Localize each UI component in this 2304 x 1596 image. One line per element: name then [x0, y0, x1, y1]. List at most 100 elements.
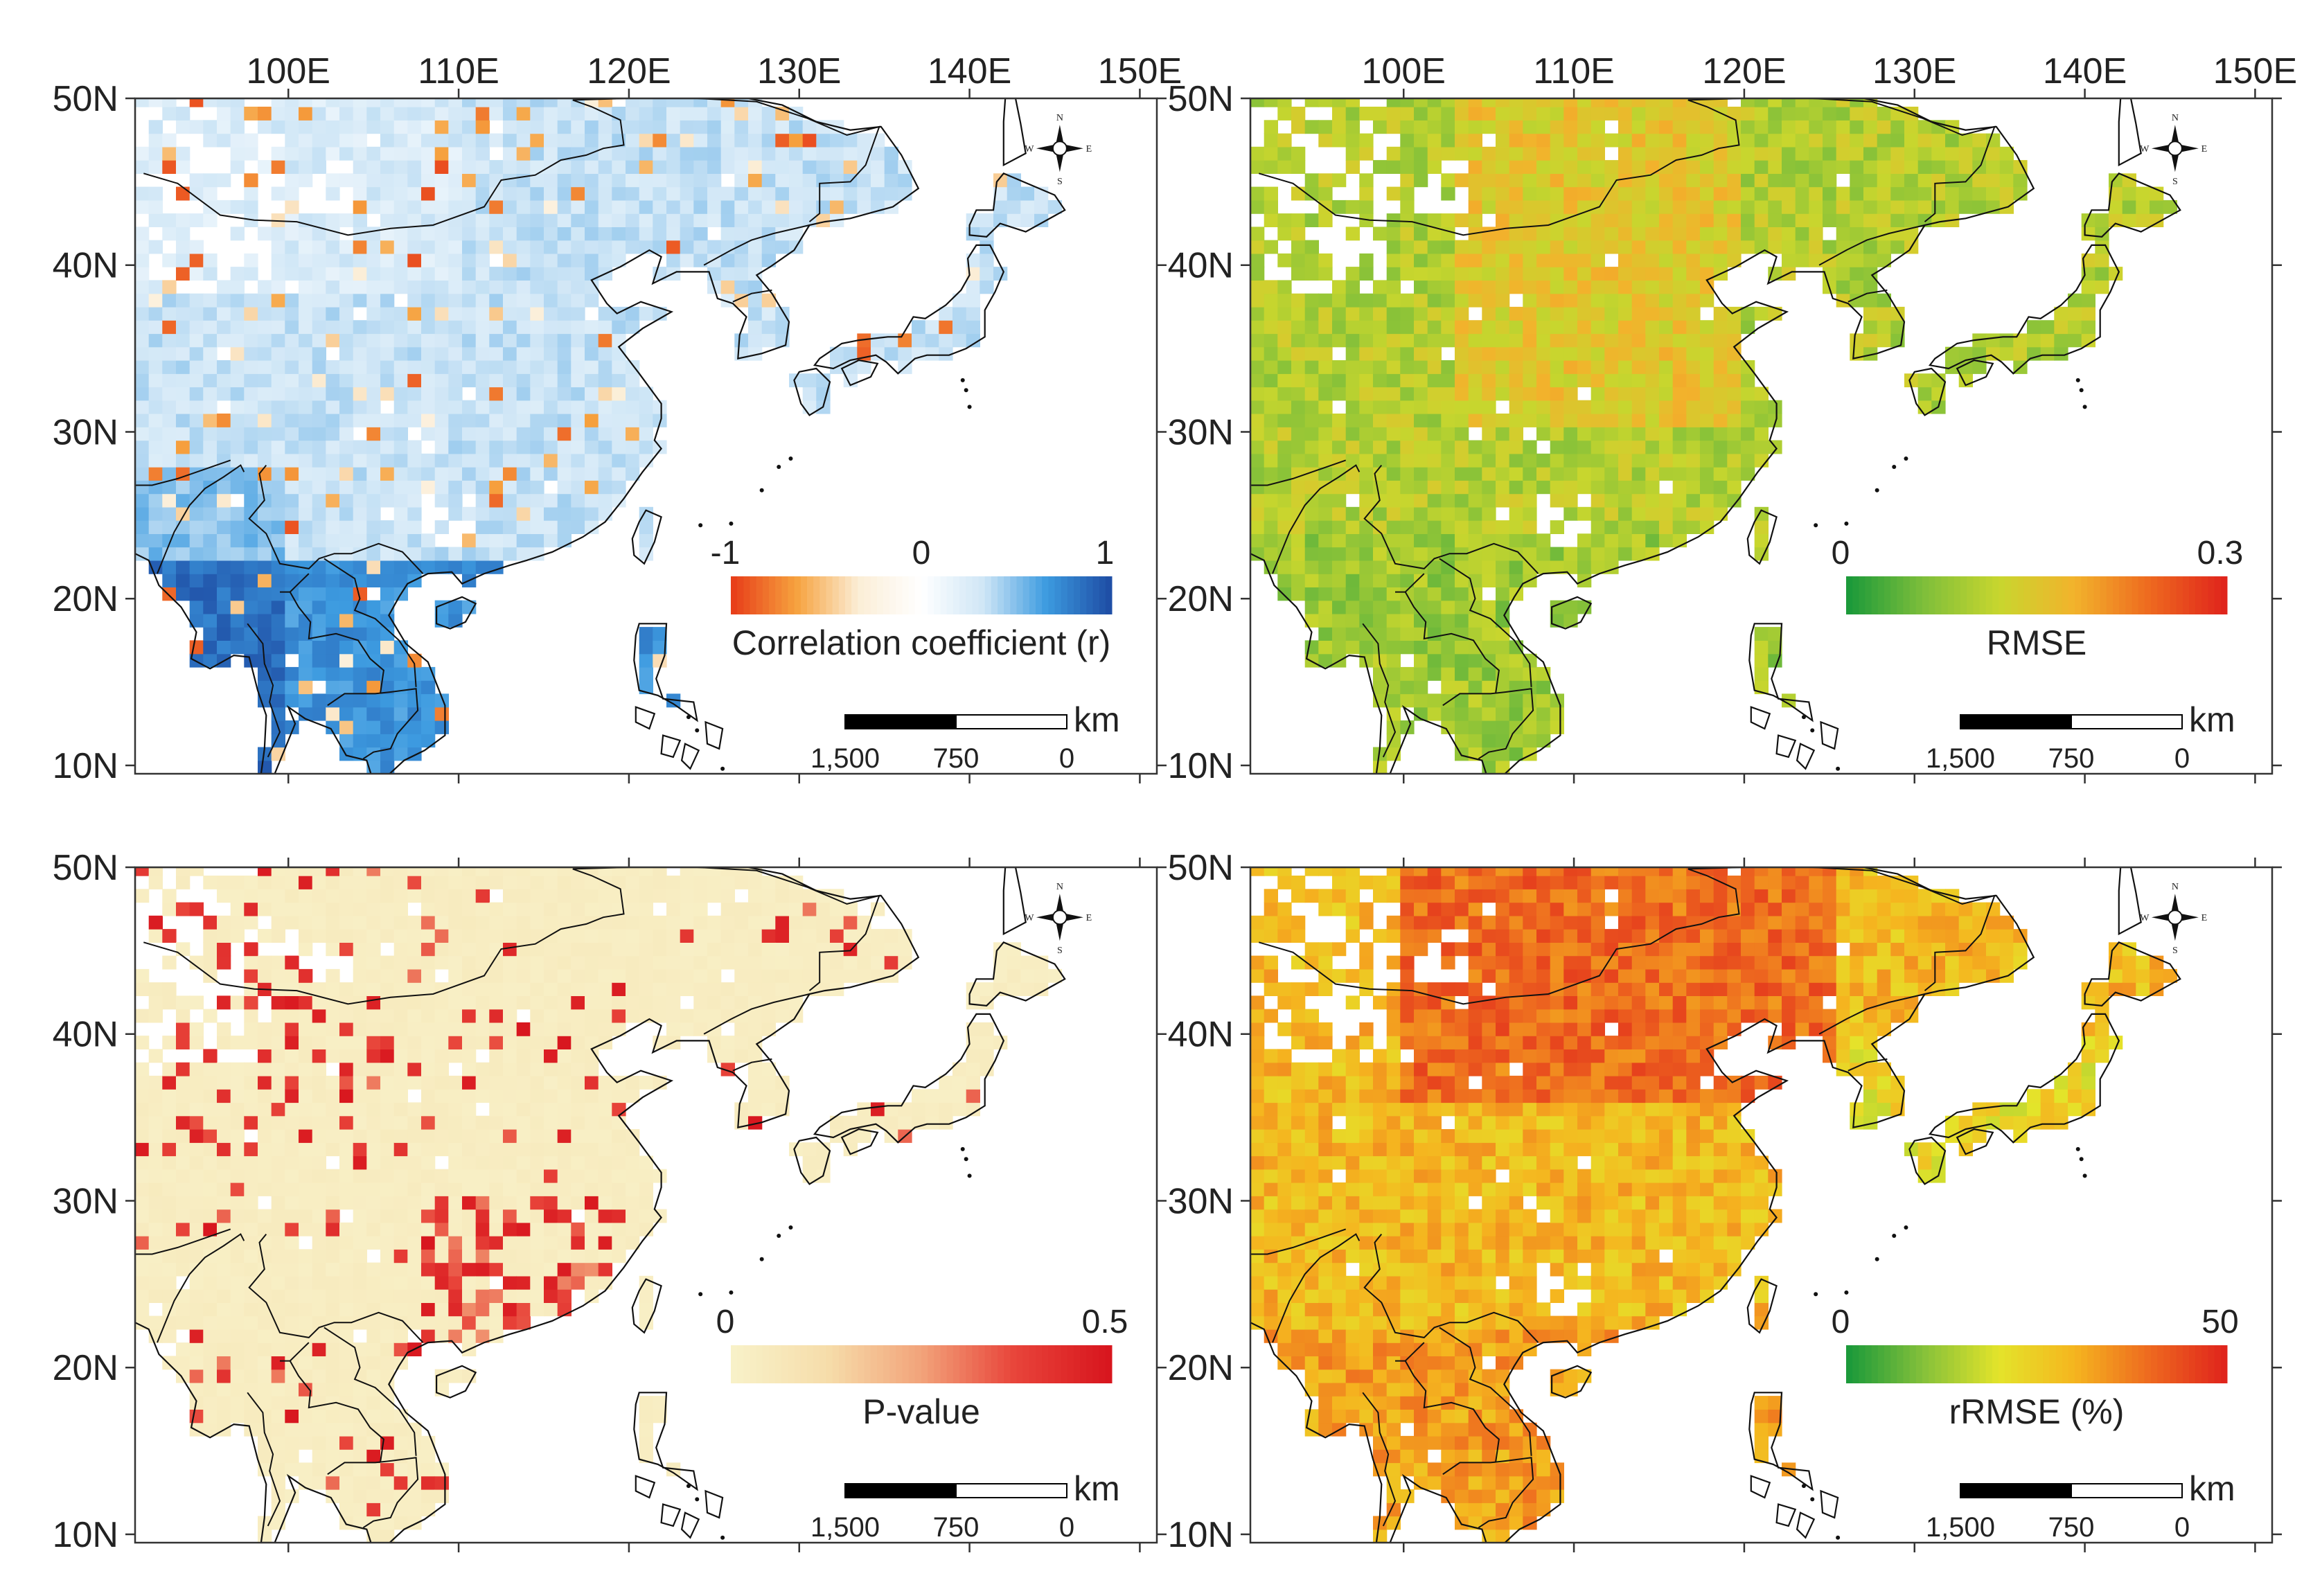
grid-cell: [1373, 387, 1388, 401]
grid-cell: [503, 1155, 517, 1170]
grid-cell: [571, 995, 585, 1010]
grid-cell: [1400, 227, 1415, 241]
grid-cell: [503, 467, 517, 481]
grid-cell: [271, 1209, 285, 1223]
grid-cell: [1523, 693, 1537, 708]
grid-cell: [1291, 440, 1306, 454]
grid-cell: [612, 107, 626, 121]
grid-cell: [1427, 693, 1442, 708]
grid-cell: [312, 1462, 326, 1477]
grid-cell: [585, 467, 599, 481]
grid-cell: [1863, 133, 1878, 148]
grid-cell: [1441, 587, 1455, 601]
grid-cell: [1890, 120, 1905, 134]
grid-cell: [462, 1222, 477, 1236]
grid-cell: [421, 693, 436, 708]
grid-cell: [666, 173, 681, 188]
grid-cell: [176, 1222, 190, 1236]
grid-cell: [1386, 440, 1401, 454]
grid-cell: [503, 1222, 517, 1236]
grid-cell: [462, 902, 477, 916]
grid-cell: [189, 427, 204, 441]
grid-cell: [380, 574, 395, 587]
grid-cell: [421, 333, 436, 348]
grid-cell: [407, 1182, 422, 1196]
grid-cell: [1618, 293, 1633, 308]
colorbar-segment: [972, 576, 979, 614]
grid-cell: [448, 1102, 463, 1117]
grid-cell: [1523, 333, 1537, 348]
grid-cell: [1386, 227, 1401, 241]
grid-cell: [299, 1289, 313, 1303]
grid-cell: [366, 1209, 381, 1223]
grid-cell: [230, 1155, 245, 1170]
grid-cell: [326, 427, 340, 441]
grid-cell: [475, 915, 490, 930]
grid-cell: [1482, 480, 1496, 495]
grid-cell: [1496, 560, 1510, 574]
grid-cell: [1386, 427, 1401, 441]
grid-cell: [1509, 306, 1523, 321]
grid-cell: [1577, 440, 1592, 454]
grid-cell: [299, 1022, 313, 1036]
grid-cell: [544, 1062, 558, 1076]
grid-cell: [353, 120, 367, 134]
grid-cell: [1727, 186, 1742, 201]
colorbar-max-label: 0.3: [2197, 535, 2244, 571]
grid-cell: [339, 360, 354, 374]
colorbar-segment: [1061, 576, 1068, 614]
grid-cell: [1836, 107, 1850, 121]
grid-cell: [380, 1036, 395, 1049]
grid-cell: [380, 627, 395, 641]
grid-cell: [448, 320, 463, 335]
grid-cell: [230, 440, 245, 454]
grid-cell: [1768, 640, 1782, 655]
grid-cell: [407, 995, 422, 1010]
grid-cell: [203, 1115, 218, 1130]
grid-cell: [503, 480, 517, 495]
grid-cell: [380, 1329, 395, 1343]
grid-cell: [285, 320, 299, 335]
grid-cell: [544, 1155, 558, 1170]
colorbar-segment: [2138, 576, 2145, 614]
grid-cell: [407, 693, 422, 708]
grid-cell: [1414, 640, 1428, 655]
grid-cell: [1373, 574, 1388, 587]
grid-cell: [299, 133, 313, 148]
grid-cell: [516, 1129, 531, 1143]
grid-cell: [720, 200, 735, 214]
grid-cell: [544, 533, 558, 548]
grid-cell: [475, 1142, 490, 1157]
grid-cell: [1727, 227, 1742, 241]
grid-cell: [475, 1249, 490, 1264]
grid-cell: [503, 1182, 517, 1196]
grid-cell: [393, 200, 408, 214]
grid-cell: [1509, 574, 1523, 587]
grid-cell: [1754, 666, 1769, 681]
grid-cell: [230, 427, 245, 441]
grid-cell: [489, 280, 504, 294]
grid-cell: [366, 493, 381, 508]
grid-cell: [530, 346, 544, 361]
grid-cell: [285, 680, 299, 695]
grid-cell: [407, 227, 422, 241]
grid-cell: [1496, 333, 1510, 348]
grid-cell: [1345, 600, 1360, 614]
grid-cell: [1741, 107, 1755, 121]
grid-cell: [217, 876, 231, 889]
grid-cell: [380, 1489, 395, 1503]
grid-cell: [475, 493, 490, 508]
grid-cell: [230, 280, 245, 294]
grid-cell: [1863, 173, 1878, 188]
grid-cell: [448, 387, 463, 401]
colorbar-segment: [1903, 576, 1911, 614]
grid-cell: [530, 533, 544, 548]
grid-cell: [1509, 98, 1523, 107]
grid-cell: [544, 1115, 558, 1130]
grid-cell: [326, 1022, 340, 1036]
grid-cell: [258, 1289, 272, 1303]
grid-cell: [1359, 547, 1374, 561]
grid-cell: [258, 613, 272, 628]
grid-cell: [489, 133, 504, 148]
grid-cell: [285, 955, 299, 970]
